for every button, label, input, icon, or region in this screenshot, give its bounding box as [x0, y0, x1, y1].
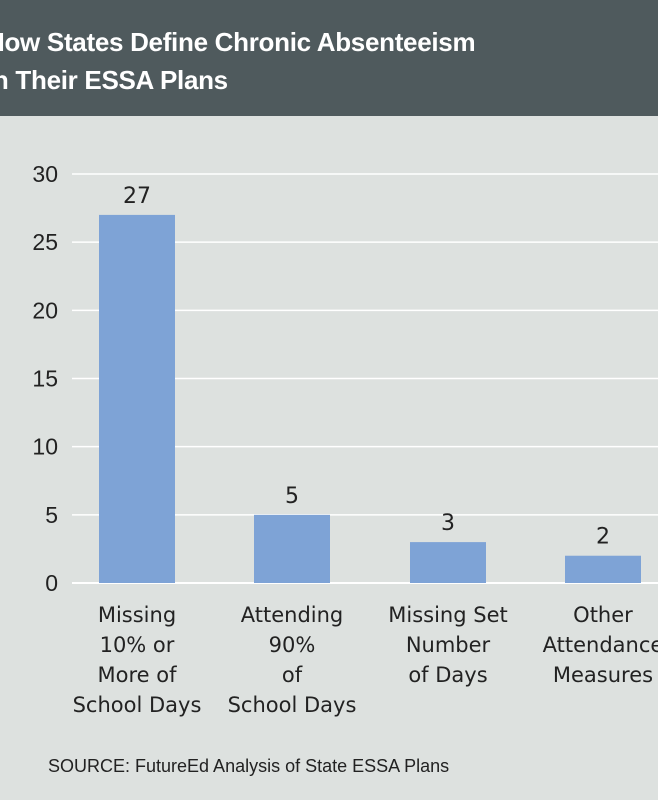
bar	[410, 542, 486, 583]
bar	[254, 514, 330, 583]
category-label-line: Missing	[98, 603, 176, 627]
category-label-line: Missing Set	[388, 603, 507, 627]
y-tick-label: 15	[32, 366, 58, 392]
y-tick-label: 0	[45, 570, 58, 596]
category-label-line: School Days	[73, 693, 202, 717]
category-label-line: School Days	[228, 693, 357, 717]
data-label: 27	[123, 184, 151, 209]
category-label: Missing 10% or More of School Days	[73, 603, 202, 717]
category-label-line: Other	[573, 603, 633, 627]
data-label: 5	[285, 484, 299, 509]
chart-header: How States Define Chronic Absenteeism in…	[0, 0, 658, 116]
data-label: 2	[596, 525, 610, 550]
category-label-line: 10% or	[100, 633, 175, 657]
category-label-line: More of	[98, 663, 178, 687]
bar-chart: 0 5 10 15 20 25 30 27 Missing 10% or More of School…	[0, 140, 658, 740]
data-label: 3	[441, 511, 455, 536]
y-tick-label: 30	[32, 161, 58, 187]
category-label-line: Number	[406, 633, 491, 657]
category-label-line: of Days	[408, 663, 487, 687]
category-label-line: of	[282, 663, 303, 687]
category-label: Other Attendance Measures	[543, 603, 658, 687]
y-tick-label: 10	[32, 434, 58, 460]
bar	[565, 555, 641, 583]
category-label-line: 90%	[269, 633, 316, 657]
y-tick-label: 5	[45, 502, 58, 528]
chart-title-line-2: in Their ESSA Plans	[0, 65, 228, 95]
category-label-line: Attending	[241, 603, 344, 627]
category-label: Missing Set Number of Days	[388, 603, 507, 687]
category-label-line: Attendance	[543, 633, 658, 657]
chart-title-line-1: How States Define Chronic Absenteeism	[0, 27, 476, 57]
y-tick-label: 25	[32, 229, 58, 255]
source-note: SOURCE: FutureEd Analysis of State ESSA …	[48, 756, 450, 776]
category-label-line: Measures	[553, 663, 653, 687]
category-label: Attending 90% of School Days	[228, 603, 357, 717]
y-tick-label: 20	[32, 297, 58, 323]
bar	[99, 214, 175, 583]
